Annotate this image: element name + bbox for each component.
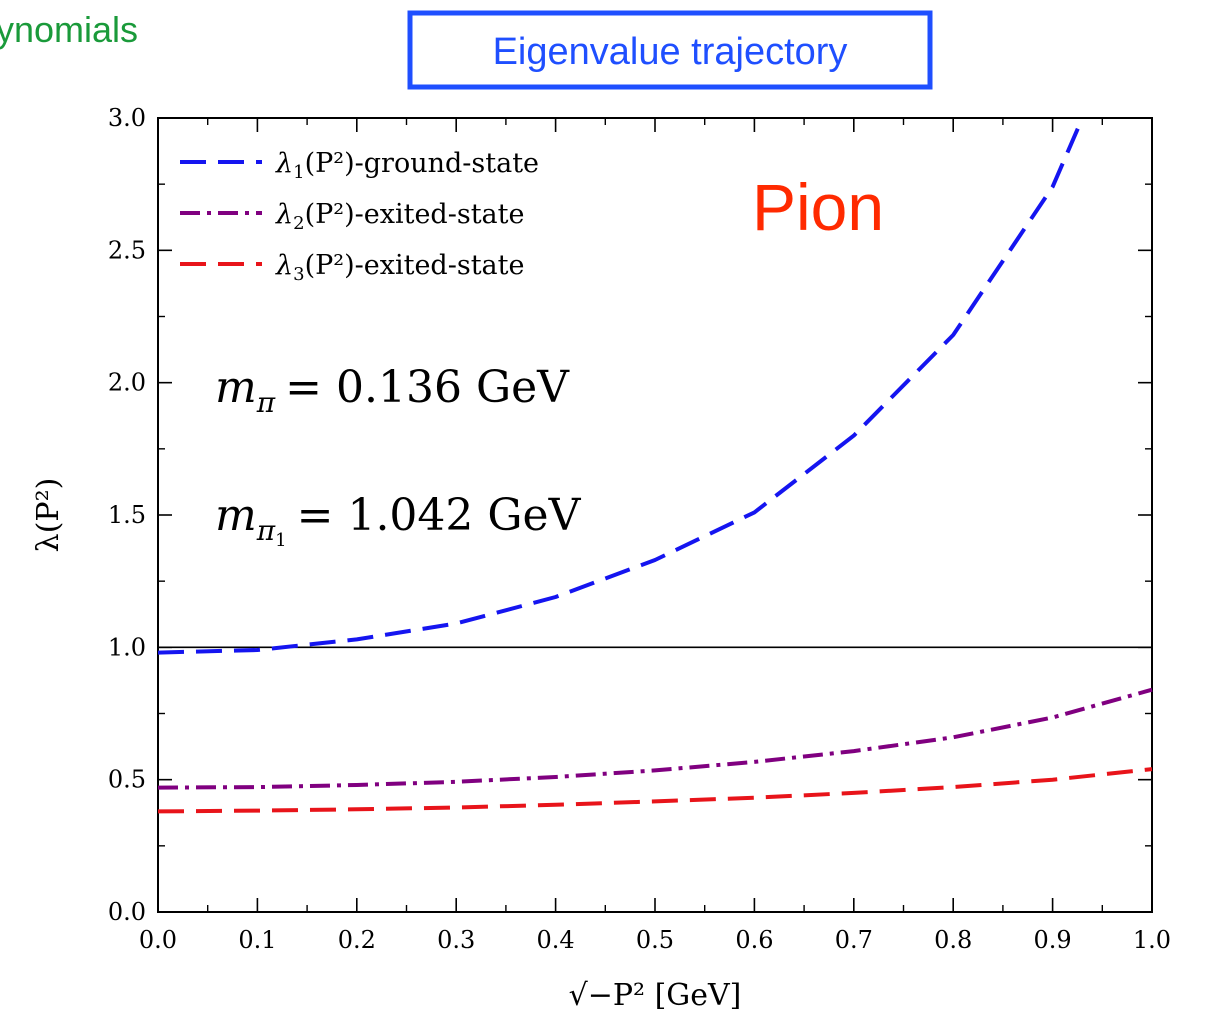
series-lambda2-exited-state <box>157 687 1153 790</box>
legend-lambda1-text: (P²)-ground-state <box>305 148 539 179</box>
chart-title: Eigenvalue trajectory <box>493 31 848 73</box>
x-axis-label: √−P² [GeV] <box>569 978 742 1013</box>
legend-lambda2-text: (P²)-exited-state <box>305 199 525 230</box>
y-tick-label: 2.0 <box>108 369 146 397</box>
x-tick-label: 0.9 <box>1034 926 1072 954</box>
x-tick-label: 1.0 <box>1133 926 1171 954</box>
x-tick-label: 0.1 <box>238 926 276 954</box>
x-tick-label: 0.3 <box>437 926 475 954</box>
plot-area: 0.0 0.1 0.2 0.3 0.4 0.5 0.6 0.7 0.8 0.9 1.0 0.0 0.5 1… <box>108 104 1171 954</box>
mass-pion-subscript: π <box>256 386 276 419</box>
x-tick-label: 0.5 <box>636 926 674 954</box>
legend-lambda3-subscript: 3 <box>293 264 304 285</box>
mass-pion-value: = 0.136 GeV <box>285 362 570 413</box>
x-tick-label: 0.0 <box>139 926 177 954</box>
axis-ticks <box>157 117 1153 913</box>
mass-pion-annotation: mπ = 0.136 GeV <box>215 362 570 419</box>
clipped-left-caption: ynomials <box>0 9 138 50</box>
title-box <box>407 10 933 90</box>
mass-pion1-subsubscript: 1 <box>275 530 286 551</box>
legend-lambda2-subscript: 2 <box>293 213 304 234</box>
series-lambda3-exited-state <box>157 767 1153 814</box>
legend-entry-lambda3: λ3(P²)-exited-state <box>180 250 524 285</box>
legend: λ1(P²)-ground-state λ2(P²)-exited-state … <box>180 148 539 285</box>
x-tick-label: 0.6 <box>735 926 773 954</box>
mass-pion1-subscript: π <box>256 514 276 547</box>
mass-pion-symbol: m <box>215 362 257 413</box>
legend-entry-lambda2: λ2(P²)-exited-state <box>180 199 524 234</box>
x-tick-label: 0.8 <box>934 926 972 954</box>
svg-text:λ1(P²)-ground-state: λ1(P²)-ground-state <box>275 148 539 183</box>
particle-label: Pion <box>752 170 884 244</box>
y-tick-label: 0.5 <box>108 766 146 794</box>
mass-pion1-value: = 1.042 GeV <box>297 490 582 541</box>
series-layer <box>157 117 1153 814</box>
x-tick-label: 0.2 <box>338 926 376 954</box>
legend-lambda3-symbol: λ <box>275 250 293 281</box>
legend-lambda2-symbol: λ <box>275 199 293 230</box>
series-lambda1-ground-state <box>157 117 1085 655</box>
legend-lambda1-subscript: 1 <box>293 162 304 183</box>
legend-entry-lambda1: λ1(P²)-ground-state <box>180 148 539 183</box>
y-tick-label: 1.5 <box>108 501 146 529</box>
svg-text:λ3(P²)-exited-state: λ3(P²)-exited-state <box>275 250 524 285</box>
y-tick-label: 0.0 <box>108 898 146 926</box>
mass-pion1-symbol: m <box>215 490 257 541</box>
y-tick-label: 2.5 <box>108 236 146 264</box>
axis-tick-labels: 0.0 0.1 0.2 0.3 0.4 0.5 0.6 0.7 0.8 0.9 1.0 0.0 0.5 1… <box>108 104 1171 954</box>
y-tick-label: 1.0 <box>108 633 146 661</box>
legend-lambda3-text: (P²)-exited-state <box>305 250 525 281</box>
mass-pion1-annotation: mπ1 = 1.042 GeV <box>215 490 582 551</box>
x-tick-label: 0.7 <box>835 926 873 954</box>
x-tick-label: 0.4 <box>537 926 575 954</box>
y-axis-label: λ(P²) <box>31 478 66 553</box>
legend-lambda1-symbol: λ <box>275 148 293 179</box>
y-tick-label: 3.0 <box>108 104 146 132</box>
svg-text:λ2(P²)-exited-state: λ2(P²)-exited-state <box>275 199 524 234</box>
